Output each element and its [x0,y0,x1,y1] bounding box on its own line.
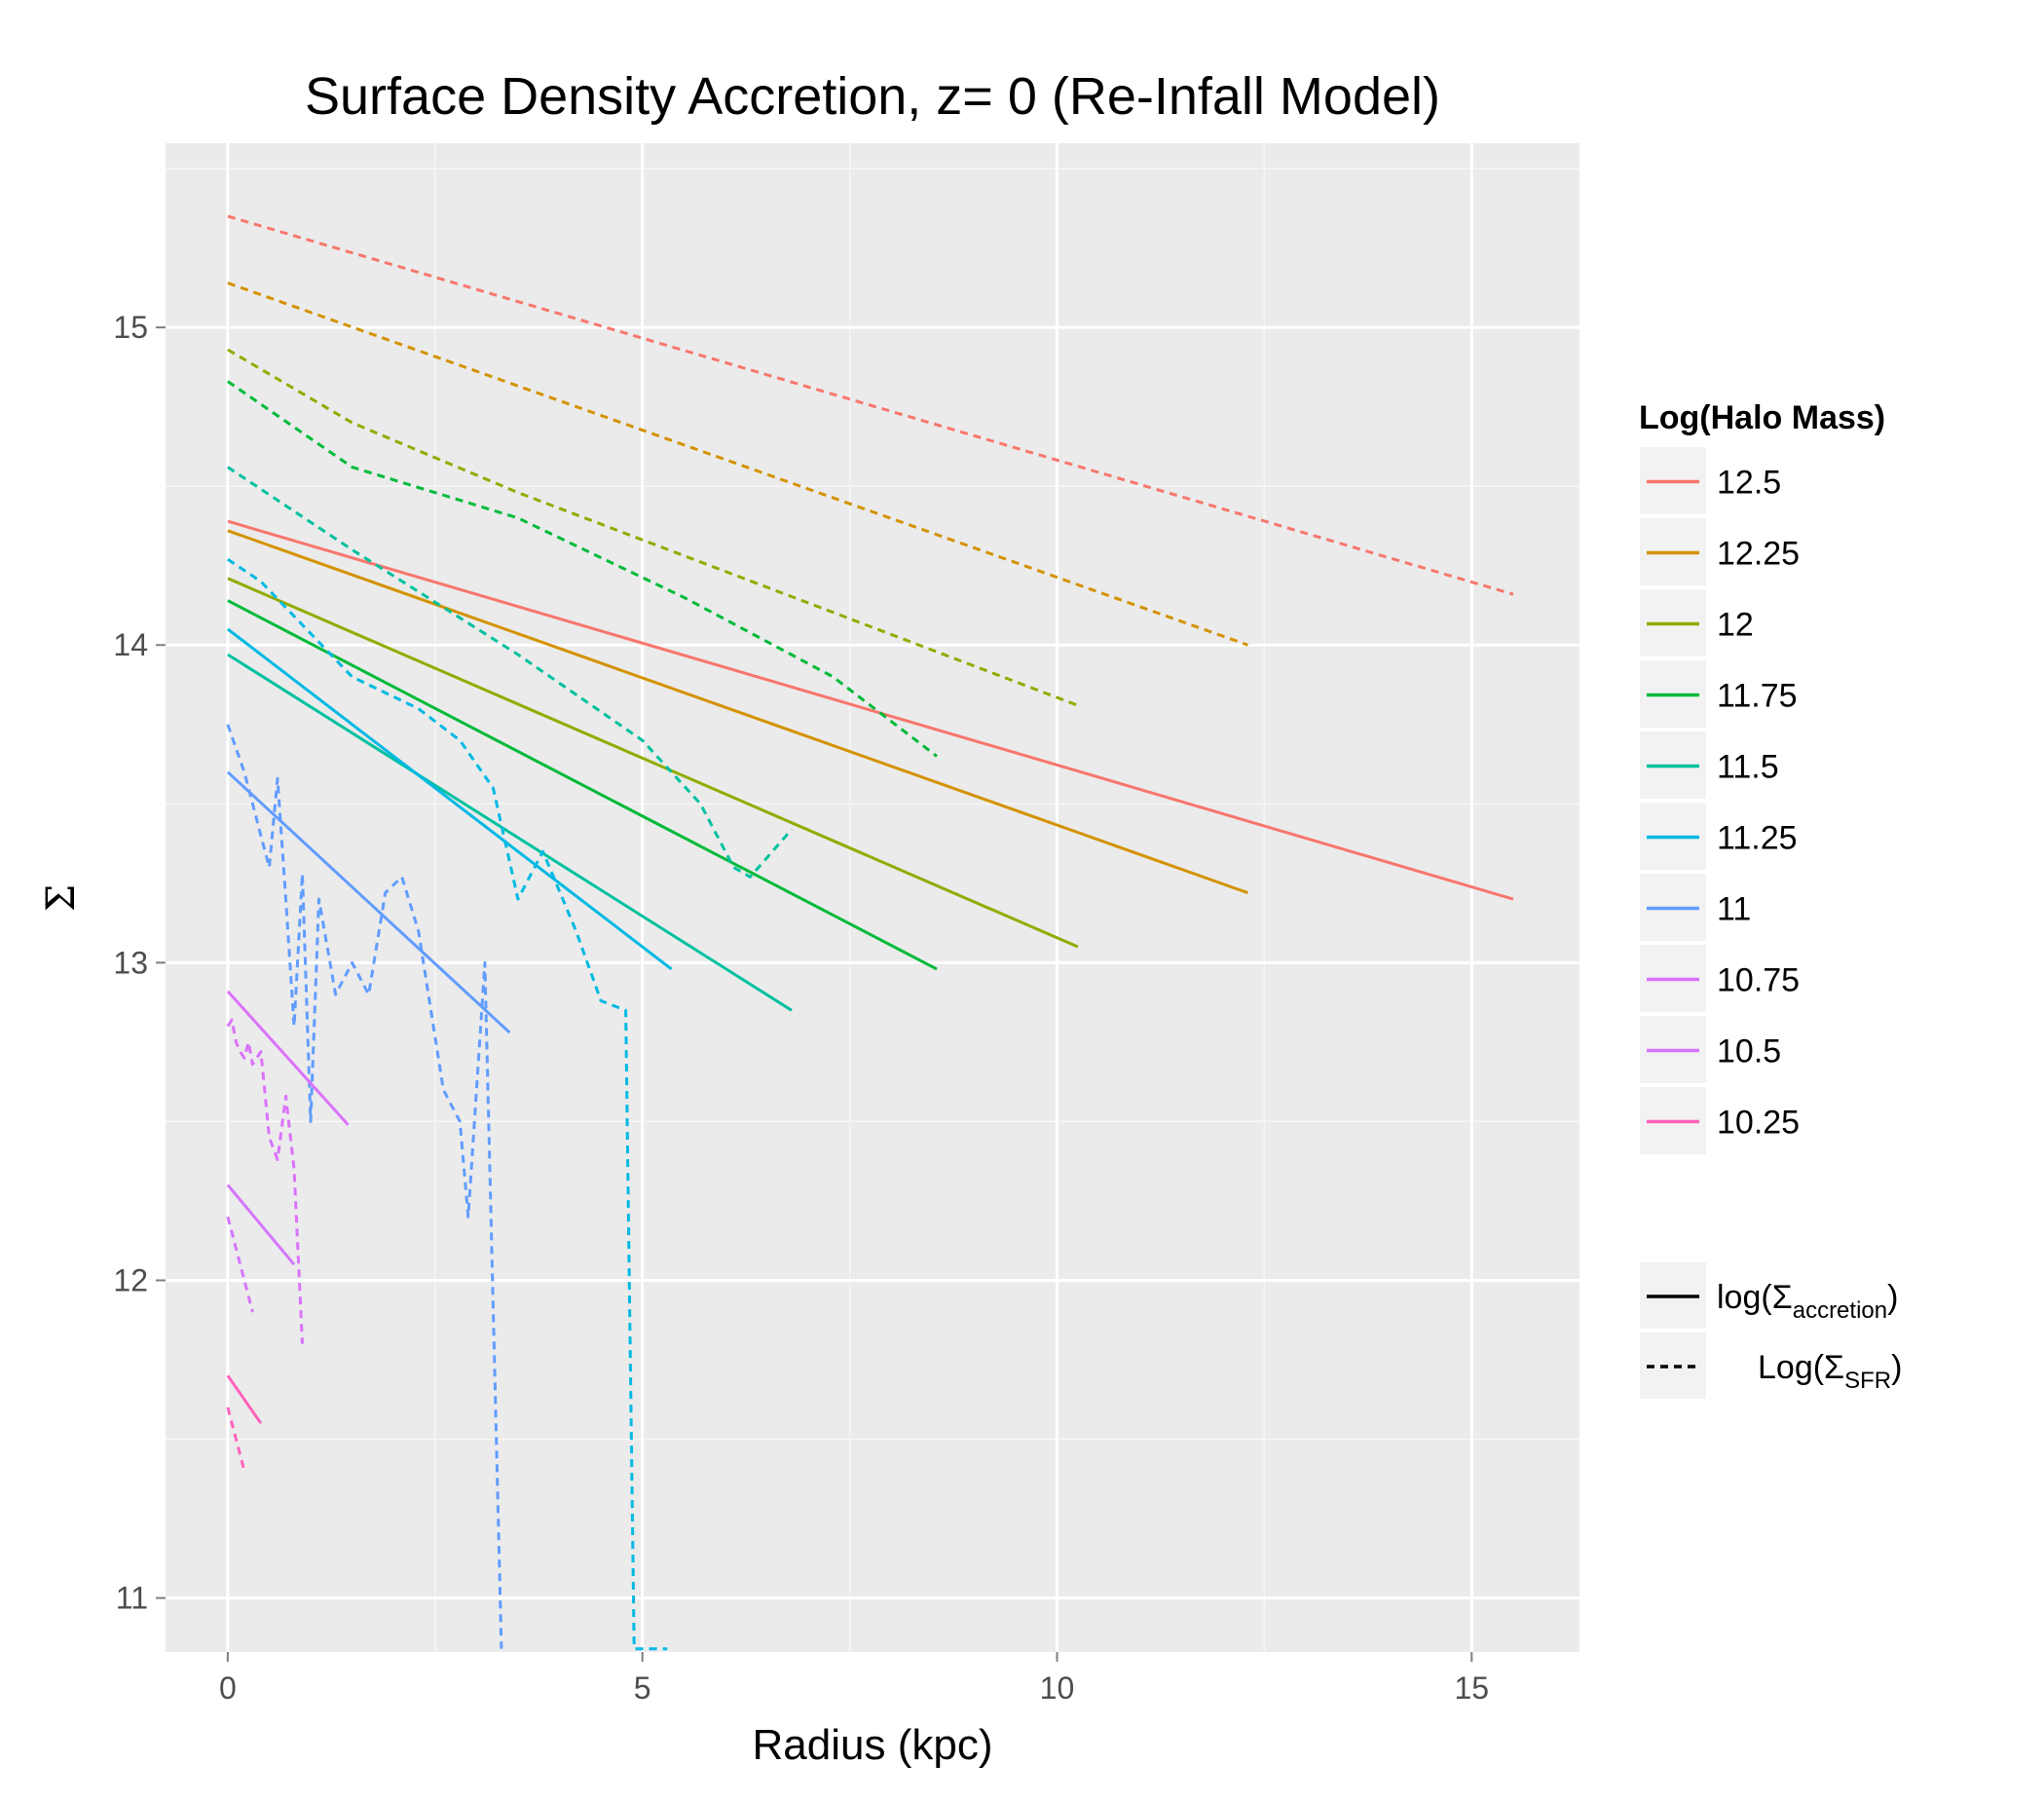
x-tick-label: 5 [634,1670,651,1706]
series-12-sfr-line [227,348,1079,707]
series-12.25-sfr-line [227,281,1248,647]
legend-key [1638,1331,1708,1401]
x-axis: 0 5 10 15 [219,1652,1489,1706]
legend-label: 11.25 [1717,820,1798,857]
x-tick-label: 10 [1040,1670,1075,1706]
series-11.5-sfr-line [227,466,794,879]
y-axis: 11 12 13 14 15 [113,310,166,1616]
legend-label: 12 [1717,607,1754,644]
legend: Log(Halo Mass) 12.5 12.25 12 11.75 11.5 11.25 1… [1638,399,1902,1401]
grid-minor [166,143,1579,1652]
plot-panel [166,143,1579,1652]
legend-linetype-label: Log(ΣSFR) [1758,1349,1902,1394]
y-tick-label: 11 [116,1581,148,1616]
y-tick-label: 13 [113,945,148,980]
legend-label: 11.75 [1717,678,1798,715]
legend-label: 10.75 [1717,962,1800,999]
series-11.75-accretion-line [227,599,938,971]
y-tick-label: 14 [113,627,148,662]
series-11.75-sfr-line [227,380,938,758]
legend-title: Log(Halo Mass) [1639,399,1885,436]
series-10.25-accretion-line [226,1374,263,1425]
series-10.5-sfr-line [226,1216,254,1313]
y-tick-label: 12 [113,1262,148,1297]
legend-label: 12.25 [1717,536,1800,573]
legend-label: 10.25 [1717,1105,1800,1142]
series-12.25-accretion-line [227,529,1248,895]
series-12.5-sfr-line [227,214,1514,596]
series-10.5-accretion-line [226,1183,296,1266]
legend-label: 11 [1717,891,1751,928]
grid-major [166,143,1579,1652]
y-axis-label: Σ [39,884,84,912]
x-tick-label: 0 [219,1670,237,1706]
series-11.25-accretion-line [226,627,673,971]
series-11-sfr-line [226,724,503,1649]
legend-label: 10.5 [1717,1033,1781,1070]
legend-linetype-label: log(Σaccretion) [1717,1279,1898,1324]
chart-title: Surface Density Accretion, z= 0 (Re-Infa… [305,67,1440,126]
series-10.75-sfr-line [226,1018,304,1344]
x-tick-label: 15 [1454,1670,1489,1706]
series-11-accretion-line [226,770,511,1034]
series-10.75-accretion-line [226,990,350,1126]
legend-label: 11.5 [1717,749,1779,786]
series-12.5-accretion-line [227,519,1514,901]
series-12-accretion-line [227,577,1079,949]
legend-label: 12.5 [1717,465,1781,502]
series-10.25-sfr-line [226,1407,246,1472]
series-lines [226,214,1514,1651]
y-tick-label: 15 [113,310,148,345]
series-11.25-sfr-line [227,557,668,1651]
x-axis-label: Radius (kpc) [753,1721,993,1769]
series-11.5-accretion-line [227,653,793,1012]
